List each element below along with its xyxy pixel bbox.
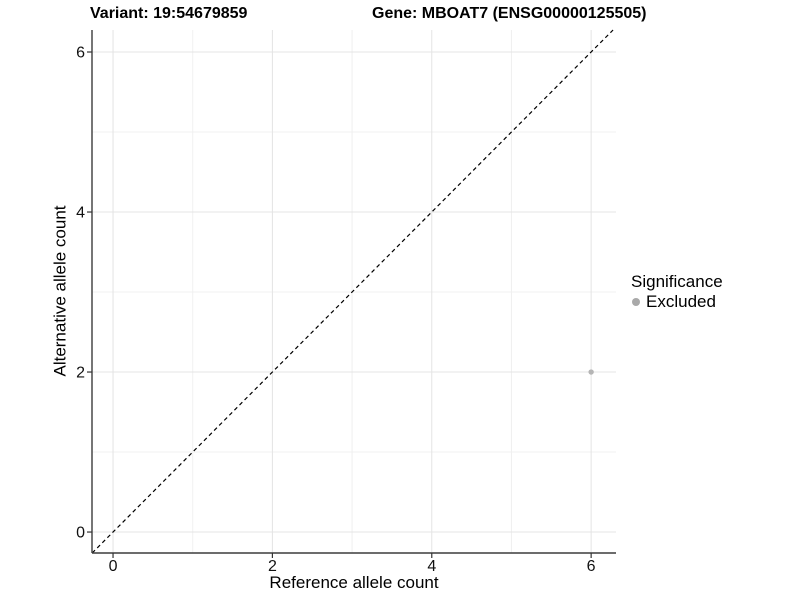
y-tick-label: 2 — [76, 365, 85, 382]
data-point — [588, 369, 594, 375]
legend-item-excluded: Excluded — [631, 293, 723, 311]
legend-point-icon — [632, 298, 640, 306]
y-tick-label: 0 — [76, 525, 85, 542]
x-tick-label: 4 — [427, 558, 436, 575]
x-tick-label: 2 — [268, 558, 277, 575]
identity-reference-line — [91, 29, 614, 554]
legend: Significance Excluded — [631, 272, 723, 311]
x-tick-label: 0 — [109, 558, 118, 575]
legend-item-label: Excluded — [646, 292, 716, 311]
y-tick-label: 4 — [76, 205, 85, 222]
y-tick-label: 6 — [76, 45, 85, 62]
x-axis-label: Reference allele count — [269, 573, 439, 592]
x-tick-label: 6 — [587, 558, 596, 575]
y-axis-label: Alternative allele count — [51, 205, 71, 377]
plot-title-variant: Variant: 19:54679859 — [90, 5, 248, 22]
plot-title-gene: Gene: MBOAT7 (ENSG00000125505) — [372, 5, 647, 22]
legend-title: Significance — [631, 272, 723, 291]
